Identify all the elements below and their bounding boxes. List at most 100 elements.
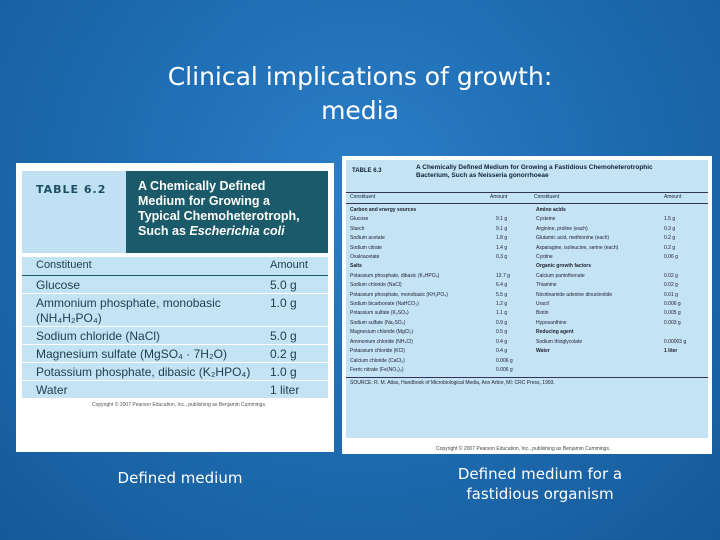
constituent-name: Potassium phosphate, dibasic (K₂HPO₄) [36, 365, 251, 379]
caption-defined-medium: Defined medium [100, 468, 260, 488]
caption-text: Defined medium for a [457, 465, 623, 483]
constituent-name: Biotin [536, 310, 549, 317]
table-row: Ammonium phosphate, monobasic (NH₄H₂PO₄) 1… [22, 294, 328, 327]
table-6-2-title-line: Typical Chemoheterotroph, [138, 209, 300, 223]
table-row: Potassium chloride (KCl) 0.4 g [350, 347, 536, 356]
amount-value: 0.005 g [664, 310, 681, 317]
constituent-name: Asparagine, isoleucine, serine (each) [536, 244, 619, 251]
table-6-3-body: TABLE 6.3 A Chemically Defined Medium fo… [346, 160, 708, 452]
table-row: Sodium bicarbonate (NaHCO₃) 1.2 g [350, 300, 536, 309]
amount-value: 1 liter [664, 348, 678, 355]
table-row: Sodium sulfate (Na₂SO₄) 0.9 g [350, 319, 536, 328]
table-6-2-column-headers: Constituent Amount [22, 257, 328, 276]
table-row: Sodium citrate 1.4 g [350, 244, 536, 253]
table-row: Potassium phosphate, dibasic (K₂HPO₄) 1.0… [22, 363, 328, 381]
constituent-name: Sodium bicarbonate (NaHCO₃) [350, 301, 419, 308]
amount-value: 1.2 g [496, 301, 508, 308]
constituent-name: Water [36, 383, 68, 397]
section-heading: Organic growth factors [536, 262, 704, 271]
constituent-cell: Water [36, 381, 68, 398]
table-row: Sodium chloride (NaCl) 5.0 g [22, 327, 328, 345]
table-row: Water 1 liter [22, 381, 328, 399]
amount-value: 12.7 g [496, 272, 510, 279]
constituent-name: Magnesium chloride (MgCl₂) [350, 329, 414, 336]
table-row: Cysteine 1.5 g [536, 215, 704, 224]
amount-cell: 0.2 g [270, 347, 297, 361]
table-row: Biotin 0.005 g [536, 309, 704, 318]
constituent-name: Water [536, 348, 550, 355]
constituent-name: Thiamine [536, 282, 557, 289]
table-6-3-number: TABLE 6.3 [352, 168, 382, 174]
constituent-name: Carbon and energy sources [350, 207, 417, 213]
constituent-cell: Glucose [36, 276, 80, 293]
amount-value: 0.2 g [664, 244, 676, 251]
table-6-2-credit: Copyright © 2007 Pearson Education, Inc.… [92, 402, 267, 408]
constituent-name: Ammonium phosphate, monobasic [36, 296, 221, 310]
constituent-name: Starch [350, 225, 365, 232]
table-row: Nicotinamide adenine dinucleotide 0.01 g [536, 291, 704, 300]
table-row: Potassium phosphate, dibasic (K₂HPO₄) 12.… [350, 272, 536, 281]
constituent-name: Sodium citrate [350, 244, 382, 251]
table-row: Potassium phosphate, monobasic (KH₂PO₄) 5… [350, 291, 536, 300]
table-6-2-title-line: Such as Escherichia coli [138, 224, 322, 239]
constituent-name: Potassium chloride (KCl) [350, 348, 406, 355]
table-6-3-title-line: A Chemically Defined Medium for Growing … [416, 164, 653, 171]
constituent-name: Ammonium chloride (NH₄Cl) [350, 338, 413, 345]
constituent-name: Sodium sulfate (Na₂SO₄) [350, 319, 406, 326]
constituent-name: Organic growth factors [536, 263, 592, 270]
table-row: Glucose 5.0 g [22, 276, 328, 294]
constituent-name: Glutamic acid, methionine (each) [536, 235, 610, 242]
constituent-name: Glucose [350, 216, 369, 223]
table-6-3-header: TABLE 6.3 A Chemically Defined Medium fo… [346, 160, 708, 192]
constituent-name: Hypoxanthine [536, 319, 567, 326]
table-6-3-title-line: Bacterium, Such as Neisseria gonorrhoeae [416, 172, 549, 179]
constituent-name: Sodium chloride (NaCl) [36, 329, 161, 343]
amount-value: 0.003 g [664, 319, 681, 326]
table-6-2-body: Constituent Amount Glucose 5.0 g Ammonium … [22, 257, 328, 399]
amount-value: 0.3 g [496, 254, 508, 261]
column-header-amount: Amount [664, 194, 682, 200]
table-row: Sodium acetate 1.8 g [350, 234, 536, 243]
table-row: Magnesium sulfate (MgSO₄ · 7H₂O) 0.2 g [22, 345, 328, 363]
table-row: Potassium sulfate (K₂SO₄) 1.1 g [350, 309, 536, 318]
column-header-amount: Amount [270, 259, 308, 271]
constituent-name: Sodium acetate [350, 235, 385, 242]
constituent-name: Ferric nitrate (Fe(NO₃)₃) [350, 366, 404, 373]
amount-value: 1.8 g [496, 235, 508, 242]
constituent-name: Nicotinamide adenine dinucleotide [536, 291, 613, 298]
constituent-name: Calcium chloride (CaCl₂) [350, 357, 405, 364]
table-6-2-title: A Chemically Defined Medium for Growing … [126, 171, 328, 253]
amount-value: 0.02 g [664, 272, 678, 279]
table-row: Hypoxanthine 0.003 g [536, 319, 704, 328]
amount-value: 0.02 g [664, 282, 678, 289]
slide-title-line-1: Clinical implications of growth: [167, 62, 553, 91]
amount-value: 0.4 g [496, 348, 508, 355]
constituent-name: Oxaloacetate [350, 254, 380, 261]
table-6-3-credit: Copyright © 2007 Pearson Education, Inc.… [436, 446, 611, 452]
amount-value: 0.4 g [496, 338, 508, 345]
constituent-name: Sodium chloride (NaCl) [350, 282, 402, 289]
section-heading: Salts [350, 262, 536, 271]
table-row: Arginine, proline (each) 0.3 g [536, 225, 704, 234]
amount-value [664, 206, 704, 215]
constituent-cell: Sodium chloride (NaCl) [36, 327, 160, 344]
constituent-name: Reducing agent [536, 329, 574, 336]
table-6-3-column-headers: Constituent Amount Constituent Amount [346, 192, 708, 204]
constituent-name: Glucose [36, 278, 81, 292]
section-heading: Reducing agent [536, 328, 704, 337]
table-row: Asparagine, isoleucine, serine (each) 0.2… [536, 244, 704, 253]
table-6-2-image: TABLE 6.2 A Chemically Defined Medium fo… [16, 163, 334, 452]
table-6-2-title-line: Medium for Growing a [138, 194, 270, 208]
amount-value: 1.1 g [496, 310, 508, 317]
table-row: Oxaloacetate 0.3 g [350, 253, 536, 262]
table-6-2-number: TABLE 6.2 [22, 171, 126, 253]
table-6-3-image: TABLE 6.3 A Chemically Defined Medium fo… [342, 156, 712, 454]
amount-value: 5.5 g [496, 291, 508, 298]
organism-name: Escherichia coli [189, 224, 285, 238]
table-row: Ferric nitrate (Fe(NO₃)₃) 0.006 g [350, 366, 536, 375]
constituent-cell: Magnesium sulfate (MgSO₄ · 7H₂O) [36, 345, 227, 362]
table-6-3-columns: Carbon and energy sources Glucose 9.1 g Sta… [346, 204, 708, 375]
amount-value: 0.3 g [664, 225, 676, 232]
table-6-3-title: A Chemically Defined Medium for Growing … [416, 164, 708, 192]
table-row: Glucose 9.1 g [350, 215, 536, 224]
